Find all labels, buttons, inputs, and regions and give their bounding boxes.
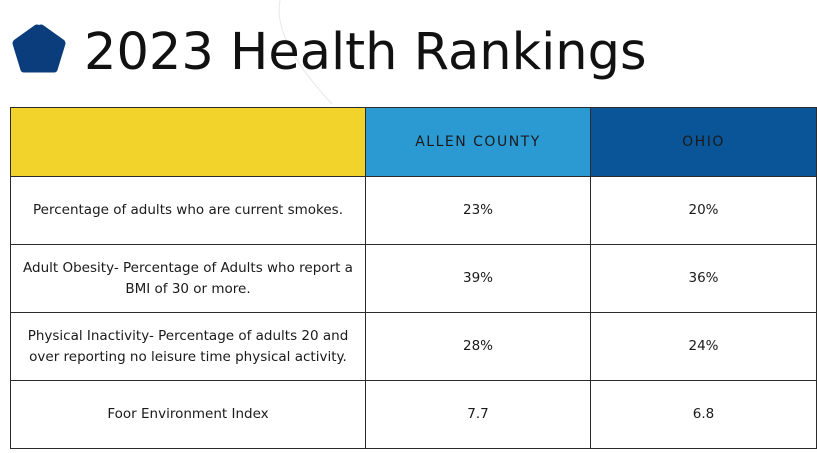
health-rankings-table: ALLEN COUNTY OHIO Percentage of adults w… [10,107,817,449]
state-value-cell: 6.8 [590,380,817,449]
county-value-cell: 23% [365,176,591,245]
header-cell-allen-county: ALLEN COUNTY [365,107,591,177]
county-value-cell: 39% [365,244,591,313]
metric-cell: Foor Environment Index [10,380,366,449]
table-row: Foor Environment Index 7.7 6.8 [10,380,817,449]
metric-cell: Physical Inactivity- Percentage of adult… [10,312,366,381]
page-title: 2023 Health Rankings [84,23,647,82]
metric-cell: Percentage of adults who are current smo… [10,176,366,245]
state-value-cell: 36% [590,244,817,313]
table-row: Adult Obesity- Percentage of Adults who … [10,244,817,313]
header-cell-ohio: OHIO [590,107,817,177]
header-cell-metric [10,107,366,177]
state-value-cell: 24% [590,312,817,381]
state-value-cell: 20% [590,176,817,245]
pentagon-logo-icon [12,24,66,73]
table-header-row: ALLEN COUNTY OHIO [10,107,817,177]
county-value-cell: 7.7 [365,380,591,449]
table-row: Percentage of adults who are current smo… [10,176,817,245]
metric-cell: Adult Obesity- Percentage of Adults who … [10,244,366,313]
county-value-cell: 28% [365,312,591,381]
table-row: Physical Inactivity- Percentage of adult… [10,312,817,381]
